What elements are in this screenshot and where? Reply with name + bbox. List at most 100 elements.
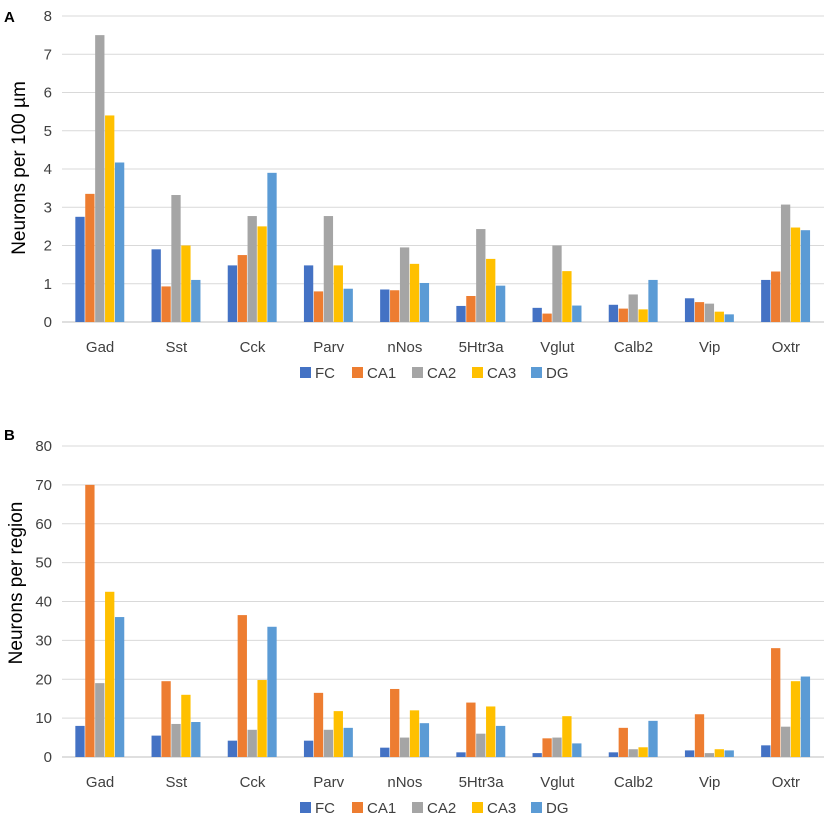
a-y-tick-label: 2 xyxy=(44,238,52,255)
b-bar-5htr3a-fc xyxy=(456,752,466,757)
panel-a-bars xyxy=(75,35,811,322)
a-bar-sst-ca3 xyxy=(181,245,191,322)
b-bar-vglut-ca2 xyxy=(552,737,562,757)
a-bar-vglut-ca1 xyxy=(542,313,552,322)
b-bar-oxtr-ca3 xyxy=(790,681,801,757)
panel-a-label: A xyxy=(4,9,15,26)
panel-a-legend: FC CA1 CA2 CA3 DG xyxy=(300,365,569,382)
a-category-label: Oxtr xyxy=(772,339,800,356)
b-y-tick-label: 20 xyxy=(35,671,52,688)
a-bar-gad-dg xyxy=(114,162,125,322)
b-legend-label-ca3: CA3 xyxy=(487,800,516,817)
b-y-tick-label: 70 xyxy=(35,477,52,494)
b-bar-parv-ca3 xyxy=(333,711,343,757)
b-category-label: Sst xyxy=(165,774,188,791)
a-bar-vip-ca1 xyxy=(694,302,705,322)
a-bar-nnos-ca2 xyxy=(399,247,410,322)
b-y-tick-label: 0 xyxy=(44,749,52,766)
b-bar-nnos-ca3 xyxy=(409,710,420,757)
a-legend-label-ca2: CA2 xyxy=(427,365,456,382)
panel-a-y-axis-label: Neurons per 100 µm xyxy=(9,81,30,255)
b-bar-vglut-ca1 xyxy=(542,738,552,757)
b-y-tick-label: 80 xyxy=(35,438,52,455)
a-bar-5htr3a-ca1 xyxy=(466,295,476,322)
a-category-label: Vip xyxy=(699,339,720,356)
b-bar-sst-ca1 xyxy=(161,681,171,757)
a-legend-label-ca1: CA1 xyxy=(367,365,396,382)
b-y-tick-label: 10 xyxy=(35,710,52,727)
b-bar-parv-fc xyxy=(303,740,314,757)
b-bar-gad-ca1 xyxy=(85,484,95,757)
b-category-label: Vglut xyxy=(540,774,575,791)
panel-a-category-labels: Gad Sst Cck Parv nNos 5Htr3a Vglut Calb2 Vip Oxtr xyxy=(86,339,800,356)
a-bar-sst-ca1 xyxy=(161,286,171,322)
a-bar-oxtr-dg xyxy=(800,230,811,322)
b-legend-label-dg: DG xyxy=(546,800,569,817)
b-bar-sst-ca2 xyxy=(171,723,181,757)
b-bar-gad-ca2 xyxy=(95,683,105,757)
b-bar-gad-ca3 xyxy=(105,591,115,757)
a-bar-oxtr-ca2 xyxy=(780,204,791,322)
a-bar-5htr3a-ca3 xyxy=(486,258,496,322)
b-legend-swatch-ca3 xyxy=(472,802,483,813)
b-bar-5htr3a-ca2 xyxy=(476,733,486,757)
b-bar-calb2-ca1 xyxy=(618,727,628,757)
b-bar-calb2-fc xyxy=(608,752,619,757)
a-category-label: Gad xyxy=(86,339,114,356)
a-bar-nnos-ca3 xyxy=(409,263,420,322)
b-bar-parv-dg xyxy=(343,727,353,757)
b-legend-swatch-ca2 xyxy=(412,802,423,813)
b-category-label: Vip xyxy=(699,774,720,791)
a-bar-vglut-ca2 xyxy=(552,245,562,322)
b-category-label: Parv xyxy=(313,774,344,791)
a-bar-gad-fc xyxy=(75,216,85,322)
a-bar-vip-dg xyxy=(724,314,734,322)
b-bar-vip-ca3 xyxy=(714,749,724,757)
b-legend-swatch-fc xyxy=(300,802,311,813)
b-bar-5htr3a-dg xyxy=(495,725,506,757)
a-category-label: Sst xyxy=(165,339,188,356)
a-bar-calb2-ca1 xyxy=(618,308,628,322)
b-legend-swatch-dg xyxy=(531,802,542,813)
a-bar-sst-dg xyxy=(191,279,201,322)
a-bar-calb2-dg xyxy=(648,279,658,322)
b-bar-gad-dg xyxy=(114,617,125,757)
a-y-tick-label: 3 xyxy=(44,199,52,216)
b-bar-sst-ca3 xyxy=(181,694,191,757)
b-bar-nnos-fc xyxy=(380,747,390,757)
a-bar-parv-ca3 xyxy=(333,265,343,322)
a-bar-5htr3a-fc xyxy=(456,305,466,322)
a-bar-sst-fc xyxy=(151,249,161,322)
b-bar-cck-ca1 xyxy=(237,615,247,757)
b-bar-sst-fc xyxy=(151,735,161,757)
a-bar-calb2-ca2 xyxy=(628,294,638,322)
a-bar-parv-ca2 xyxy=(323,216,334,322)
b-y-tick-label: 30 xyxy=(35,632,52,649)
b-bar-vip-fc xyxy=(684,750,695,757)
a-bar-gad-ca2 xyxy=(95,35,105,322)
a-bar-oxtr-ca1 xyxy=(771,271,781,322)
a-bar-vip-ca3 xyxy=(714,311,724,322)
a-legend-swatch-ca3 xyxy=(472,367,483,378)
b-bar-cck-fc xyxy=(227,740,238,757)
a-bar-gad-ca3 xyxy=(105,115,115,322)
a-bar-oxtr-ca3 xyxy=(790,227,801,322)
a-bar-nnos-dg xyxy=(419,282,430,322)
b-bar-vglut-fc xyxy=(532,753,542,757)
b-bar-calb2-ca3 xyxy=(638,747,648,757)
a-y-tick-label: 4 xyxy=(44,161,52,178)
a-bar-calb2-fc xyxy=(608,304,619,322)
a-bar-cck-dg xyxy=(267,172,277,322)
a-bar-5htr3a-ca2 xyxy=(476,229,486,322)
panel-b-y-axis-label: Neurons per region xyxy=(6,502,27,665)
b-bar-sst-dg xyxy=(191,722,201,757)
b-legend-label-fc: FC xyxy=(315,800,335,817)
a-category-label: Parv xyxy=(313,339,344,356)
b-bar-vip-ca2 xyxy=(704,753,715,757)
a-bar-nnos-ca1 xyxy=(390,290,400,322)
b-bar-nnos-ca1 xyxy=(390,688,400,757)
a-bar-vglut-dg xyxy=(572,305,582,322)
b-legend-swatch-ca1 xyxy=(352,802,363,813)
b-bar-vglut-dg xyxy=(572,743,582,757)
